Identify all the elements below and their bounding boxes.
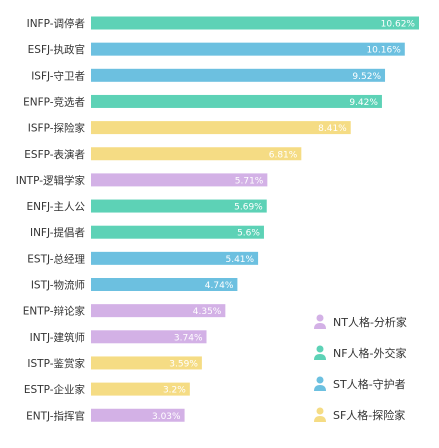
legend-label: SF人格-探险家 xyxy=(333,408,405,422)
bar-value-label: 3.2% xyxy=(163,386,186,396)
bar-value-label: 3.74% xyxy=(174,333,203,343)
bar-13 xyxy=(91,356,202,370)
bar-9 xyxy=(91,251,259,265)
bar-0 xyxy=(91,16,419,30)
category-label: ENFJ-主人公 xyxy=(26,201,85,213)
bar-4 xyxy=(91,121,351,135)
bar-7 xyxy=(91,199,267,213)
bar-2 xyxy=(91,68,386,82)
category-label: INTJ-建筑师 xyxy=(30,331,85,344)
category-label: ISFJ-守卫者 xyxy=(31,69,85,82)
legend-label: NT人格-分析家 xyxy=(333,315,407,329)
legend-label: NF人格-外交家 xyxy=(333,346,407,360)
bars-layer xyxy=(91,16,419,422)
legend-person-icon xyxy=(314,416,326,422)
bar-10 xyxy=(91,278,238,291)
bar-value-label: 10.16% xyxy=(366,46,401,56)
legend-label: ST人格-守护者 xyxy=(333,377,406,391)
category-labels-layer: 10.62% INFP-调停者 10.16% ESFJ-执政官 9.52% ISFJ-守卫… xyxy=(16,17,416,422)
legend-person-icon-head xyxy=(316,407,324,415)
bar-value-label: 4.35% xyxy=(193,307,222,317)
category-label: INTP-逻辑学家 xyxy=(16,174,86,187)
category-label: ENFP-竞选者 xyxy=(23,95,85,108)
category-label: ESTJ-总经理 xyxy=(27,252,85,265)
legend-person-icon xyxy=(314,323,326,329)
legend-item-nt: NT人格-分析家 xyxy=(314,314,407,329)
bar-value-label: 9.42% xyxy=(349,98,378,108)
category-label: ENTJ-指挥官 xyxy=(26,409,85,422)
legend-person-icon xyxy=(314,354,326,360)
category-label: INFP-调停者 xyxy=(27,17,85,30)
bar-15 xyxy=(91,408,185,422)
bar-value-label: 5.6% xyxy=(237,229,260,239)
bar-8 xyxy=(91,225,264,239)
category-label: ISTP-鉴赏家 xyxy=(27,357,85,370)
bar-value-label: 5.69% xyxy=(234,203,263,213)
legend-item-sj: ST人格-守护者 xyxy=(314,376,406,391)
bar-6 xyxy=(91,173,268,187)
bar-3 xyxy=(91,94,382,108)
bar-1 xyxy=(91,42,405,56)
legend-item-sp: SF人格-探险家 xyxy=(314,407,405,422)
bar-value-label: 8.41% xyxy=(318,124,347,134)
bar-value-label: 6.81% xyxy=(269,150,298,160)
bar-value-label: 3.59% xyxy=(169,359,198,369)
bar-value-label: 5.41% xyxy=(225,255,254,265)
legend-item-nf: NF人格-外交家 xyxy=(314,345,407,360)
legend-person-icon-head xyxy=(316,314,324,322)
category-label: ISTJ-物流师 xyxy=(31,279,85,292)
legend-person-icon-head xyxy=(316,376,324,384)
bar-value-label: 4.74% xyxy=(205,281,234,291)
category-label: ESFJ-执政官 xyxy=(28,43,85,56)
bar-value-label: 9.52% xyxy=(352,72,381,82)
category-label: ESFP-表演者 xyxy=(24,148,85,161)
legend-person-icon-head xyxy=(316,345,324,353)
legend: NT人格-分析家 NF人格-外交家 ST人格-守护者 SF人格-探险家 xyxy=(314,314,407,422)
category-label: ISFP-探险家 xyxy=(28,122,86,135)
bar-14 xyxy=(91,382,190,396)
bar-value-label: 5.71% xyxy=(235,176,264,186)
bar-12 xyxy=(91,330,207,344)
legend-person-icon xyxy=(314,385,326,391)
category-label: ESTP-企业家 xyxy=(24,383,86,396)
bar-5 xyxy=(91,147,302,161)
bar-value-label: 10.62% xyxy=(381,20,416,30)
bar-value-label: 3.03% xyxy=(152,412,181,422)
bar-11 xyxy=(91,304,226,318)
category-label: ENTP-辩论家 xyxy=(23,305,86,318)
category-label: INFJ-提倡者 xyxy=(30,227,85,239)
